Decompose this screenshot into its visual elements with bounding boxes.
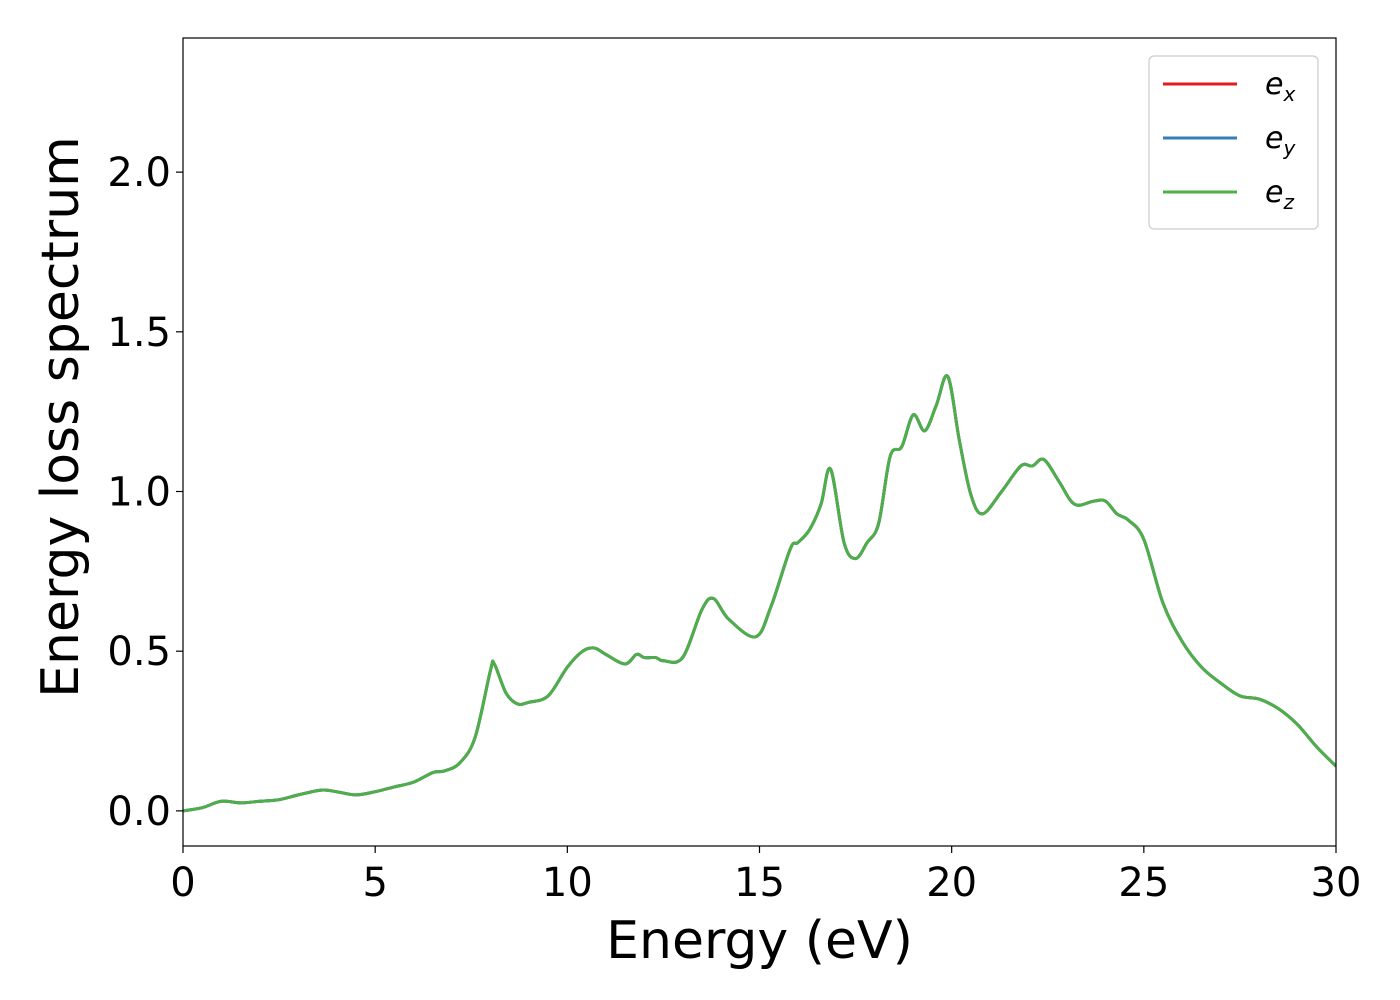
x-tick-label: 20 (926, 860, 977, 906)
series-line-ex (183, 374, 1336, 813)
x-tick-label: 10 (542, 860, 593, 906)
x-tick-label: 15 (734, 860, 785, 906)
series-line-ey (183, 374, 1336, 813)
legend-label-ey: ey (1265, 121, 1296, 160)
x-tick-label: 0 (170, 860, 195, 906)
plot-lines (183, 374, 1336, 813)
y-tick-label: 1.5 (107, 310, 171, 356)
legend-label-ex: ex (1265, 67, 1295, 106)
y-tick-label: 1.0 (107, 470, 171, 516)
series-line-ez (183, 374, 1336, 813)
legend-box (1148, 55, 1319, 230)
y-axis-ticks: 0.0 0.5 1.0 1.5 2.0 (107, 150, 183, 835)
legend-label-ez: ez (1265, 175, 1294, 214)
legend: ex ey ez (1148, 55, 1319, 230)
y-tick-label: 2.0 (107, 150, 171, 196)
y-tick-label: 0.5 (107, 629, 171, 675)
y-tick-label: 0.0 (107, 789, 171, 835)
x-tick-label: 25 (1118, 860, 1169, 906)
plot-frame (182, 37, 1337, 847)
x-axis-label: Energy (eV) (606, 911, 913, 971)
x-axis-ticks: 0 5 10 15 20 25 30 (170, 846, 1361, 906)
x-tick-label: 5 (362, 860, 387, 906)
x-tick-label: 30 (1311, 860, 1362, 906)
y-axis-label: Energy loss spectrum (31, 136, 91, 698)
